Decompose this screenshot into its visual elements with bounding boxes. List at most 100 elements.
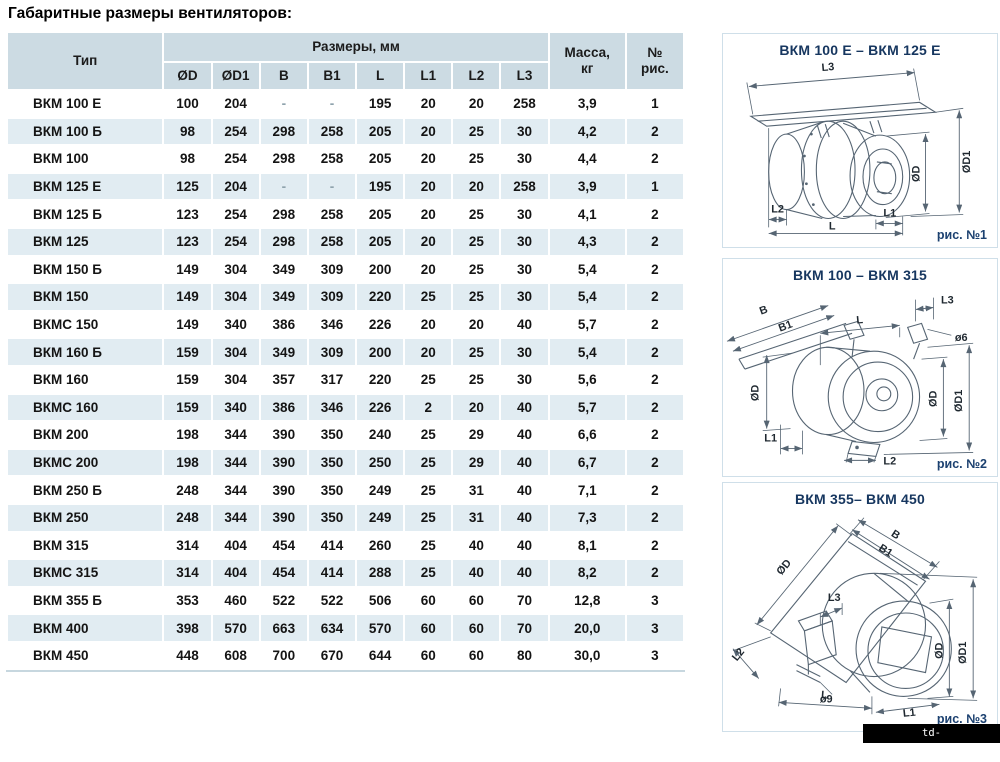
dimension-value-cell: 404 xyxy=(212,560,259,586)
dimension-value-cell: 4,2 xyxy=(549,118,625,145)
dimension-value-cell: 644 xyxy=(357,642,404,669)
dimension-value-cell: 1 xyxy=(626,173,683,200)
dimension-value-cell: 258 xyxy=(308,118,356,145)
figure-panel-2: ВКМ 100 – ВКМ 315 xyxy=(722,258,998,477)
dimension-value-cell: 304 xyxy=(212,256,259,283)
dimension-value-cell: 205 xyxy=(357,118,404,145)
col-header-fig-line1: № xyxy=(647,45,663,61)
table-row: ВКМ 125 123 254 298 258 205 20 25 30 4,3 2 xyxy=(8,228,683,255)
dimension-value-cell: 404 xyxy=(212,532,259,559)
dimension-value-cell: 340 xyxy=(212,394,259,421)
dimension-value-cell: 198 xyxy=(164,422,211,448)
dim-label-od-left: ØD xyxy=(774,557,794,577)
dim-label-b1: B1 xyxy=(776,319,793,335)
fan-type-cell: ВКМ 100 Б xyxy=(8,118,163,145)
fan-type-cell: ВКМ 355 Б xyxy=(8,587,163,614)
dimension-value-cell: 149 xyxy=(164,256,211,283)
fan-type-cell: ВКМ 450 xyxy=(8,642,163,669)
table-row: ВКМС 200 198 344 390 350 250 25 29 40 6,7 2 xyxy=(8,449,683,476)
dimension-value-cell: 304 xyxy=(212,339,259,365)
dimension-value-cell: 390 xyxy=(260,477,307,503)
dim-label-b: B xyxy=(757,304,769,318)
dimension-value-cell: 304 xyxy=(212,366,259,393)
dimension-value-cell: 350 xyxy=(308,504,356,531)
fan-type-cell: ВКМ 250 Б xyxy=(8,477,163,503)
dimension-value-cell: 5,4 xyxy=(549,256,625,283)
dimension-value-cell: 30 xyxy=(501,339,548,365)
dimension-value-cell: 298 xyxy=(260,228,307,255)
dimension-value-cell: 700 xyxy=(260,642,307,669)
dimension-value-cell: 608 xyxy=(212,642,259,669)
dimension-value-cell: 25 xyxy=(405,366,452,393)
dimension-value-cell: - xyxy=(260,173,307,200)
dimension-value-cell: 346 xyxy=(308,311,356,338)
col-header-od1: ØD1 xyxy=(212,63,259,89)
dimension-value-cell: 344 xyxy=(212,449,259,476)
dimension-value-cell: 506 xyxy=(357,587,404,614)
fan-type-cell: ВКМ 250 xyxy=(8,504,163,531)
dim-label-l3: L3 xyxy=(940,295,953,307)
fan-type-cell: ВКМ 100 xyxy=(8,146,163,172)
table-row: ВКМ 450 448 608 700 670 644 60 60 80 30,0 3 xyxy=(8,642,683,669)
dimension-value-cell: 570 xyxy=(212,615,259,641)
dimension-value-cell: 149 xyxy=(164,284,211,310)
dim-label-b: B xyxy=(888,528,901,542)
col-header-l: L xyxy=(357,63,404,89)
dimension-value-cell: 390 xyxy=(260,422,307,448)
dimension-value-cell: 60 xyxy=(405,642,452,669)
col-header-od: ØD xyxy=(164,63,211,89)
dimension-lines xyxy=(726,297,973,464)
dimension-value-cell: 204 xyxy=(212,173,259,200)
dimensions-table-body: ВКМ 100 Е 100 204- -195 20 20 258 3,9 1 ВКМ 100 Б… xyxy=(8,91,683,669)
fan-type-cell: ВКМС 150 xyxy=(8,311,163,338)
figure-1-caption: рис. №1 xyxy=(936,228,987,242)
dimension-value-cell: 60 xyxy=(453,615,500,641)
dimension-value-cell: 40 xyxy=(501,449,548,476)
dimension-value-cell: 25 xyxy=(453,201,500,227)
dimension-value-cell: 226 xyxy=(357,394,404,421)
table-row: ВКМ 250 248 344 390 350 249 25 31 40 7,3 2 xyxy=(8,504,683,531)
dimension-value-cell: 2 xyxy=(626,339,683,365)
dimension-value-cell: 350 xyxy=(308,477,356,503)
dimension-value-cell: 570 xyxy=(357,615,404,641)
dimension-value-cell: 344 xyxy=(212,504,259,531)
dim-label-l1: L1 xyxy=(902,707,916,719)
dimension-value-cell: 40 xyxy=(501,532,548,559)
dimension-value-cell: 1 xyxy=(626,91,683,117)
dimension-value-cell: 40 xyxy=(501,504,548,531)
dimension-value-cell: 386 xyxy=(260,311,307,338)
dimension-value-cell: 390 xyxy=(260,449,307,476)
dimension-value-cell: 6,7 xyxy=(549,449,625,476)
dimension-value-cell: - xyxy=(260,91,307,117)
col-header-b: B xyxy=(260,63,307,89)
dimension-value-cell: 454 xyxy=(260,532,307,559)
dimension-value-cell: 29 xyxy=(453,422,500,448)
watermark: td-favoryt.agrobiz.net xyxy=(863,724,1000,758)
dimension-value-cell: 31 xyxy=(453,477,500,503)
dimension-value-cell: 30 xyxy=(501,201,548,227)
dimension-value-cell: 204 xyxy=(212,91,259,117)
dimension-value-cell: 25 xyxy=(453,118,500,145)
dimension-value-cell: 309 xyxy=(308,339,356,365)
dim-label-od1: ØD1 xyxy=(957,641,969,663)
dimension-value-cell: 2 xyxy=(626,560,683,586)
dimension-value-cell: 70 xyxy=(501,587,548,614)
dimension-value-cell: 663 xyxy=(260,615,307,641)
fan-type-cell: ВКМ 200 xyxy=(8,422,163,448)
dimension-value-cell: 20,0 xyxy=(549,615,625,641)
dimension-value-cell: 350 xyxy=(308,422,356,448)
dimension-value-cell: 40 xyxy=(453,532,500,559)
dim-label-od-left: ØD xyxy=(749,385,761,401)
dimension-lines xyxy=(732,517,977,715)
dimension-value-cell: 258 xyxy=(308,228,356,255)
drawing-geometry xyxy=(748,101,937,220)
dimension-value-cell: 123 xyxy=(164,201,211,227)
dimension-value-cell: 3 xyxy=(626,642,683,669)
dimension-value-cell: 40 xyxy=(501,394,548,421)
dimension-value-cell: 5,6 xyxy=(549,366,625,393)
table-row: ВКМ 355 Б 353 460 522 522 506 60 60 70 12,8 3 xyxy=(8,587,683,614)
dimension-value-cell: 60 xyxy=(453,642,500,669)
col-header-l2: L2 xyxy=(453,63,500,89)
dimension-value-cell: 30 xyxy=(501,284,548,310)
dimension-value-cell: 344 xyxy=(212,422,259,448)
